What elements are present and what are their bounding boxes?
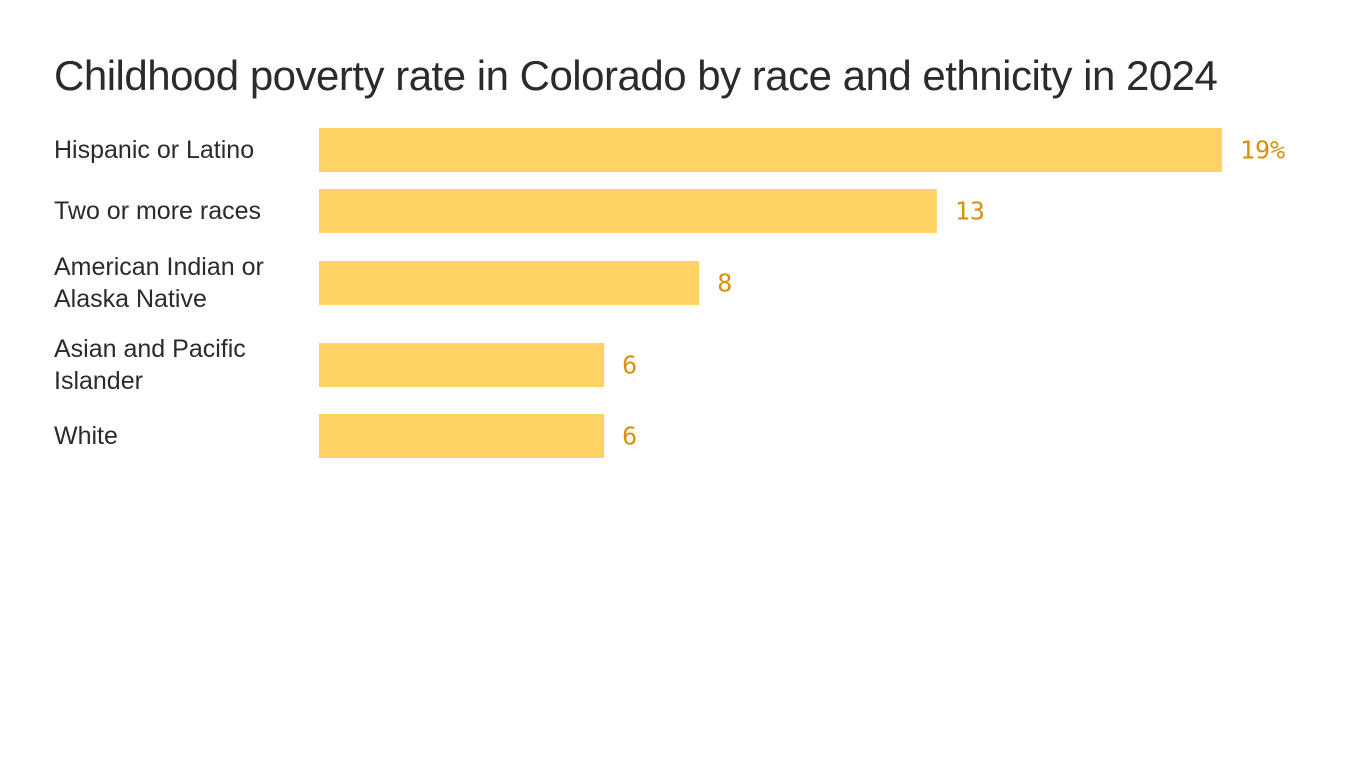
category-label-4: White <box>54 422 118 450</box>
bar-3 <box>319 343 605 387</box>
bar-0 <box>319 128 1222 172</box>
category-label-0: Hispanic or Latino <box>54 136 254 164</box>
category-label-2: American Indian or Alaska Native <box>54 253 264 313</box>
value-label-2: 8 <box>717 269 732 298</box>
category-label-3: Asian and Pacific Islander <box>54 335 246 395</box>
bar-4 <box>319 414 605 458</box>
bar-1 <box>319 189 937 233</box>
category-label-1: Two or more races <box>54 197 261 225</box>
bar-2 <box>319 261 700 305</box>
chart-title: Childhood poverty rate in Colorado by ra… <box>54 52 1218 99</box>
value-label-1: 13 <box>955 197 985 226</box>
value-label-4: 6 <box>622 422 637 451</box>
value-label-0: 19% <box>1240 136 1285 165</box>
value-label-3: 6 <box>622 351 637 380</box>
